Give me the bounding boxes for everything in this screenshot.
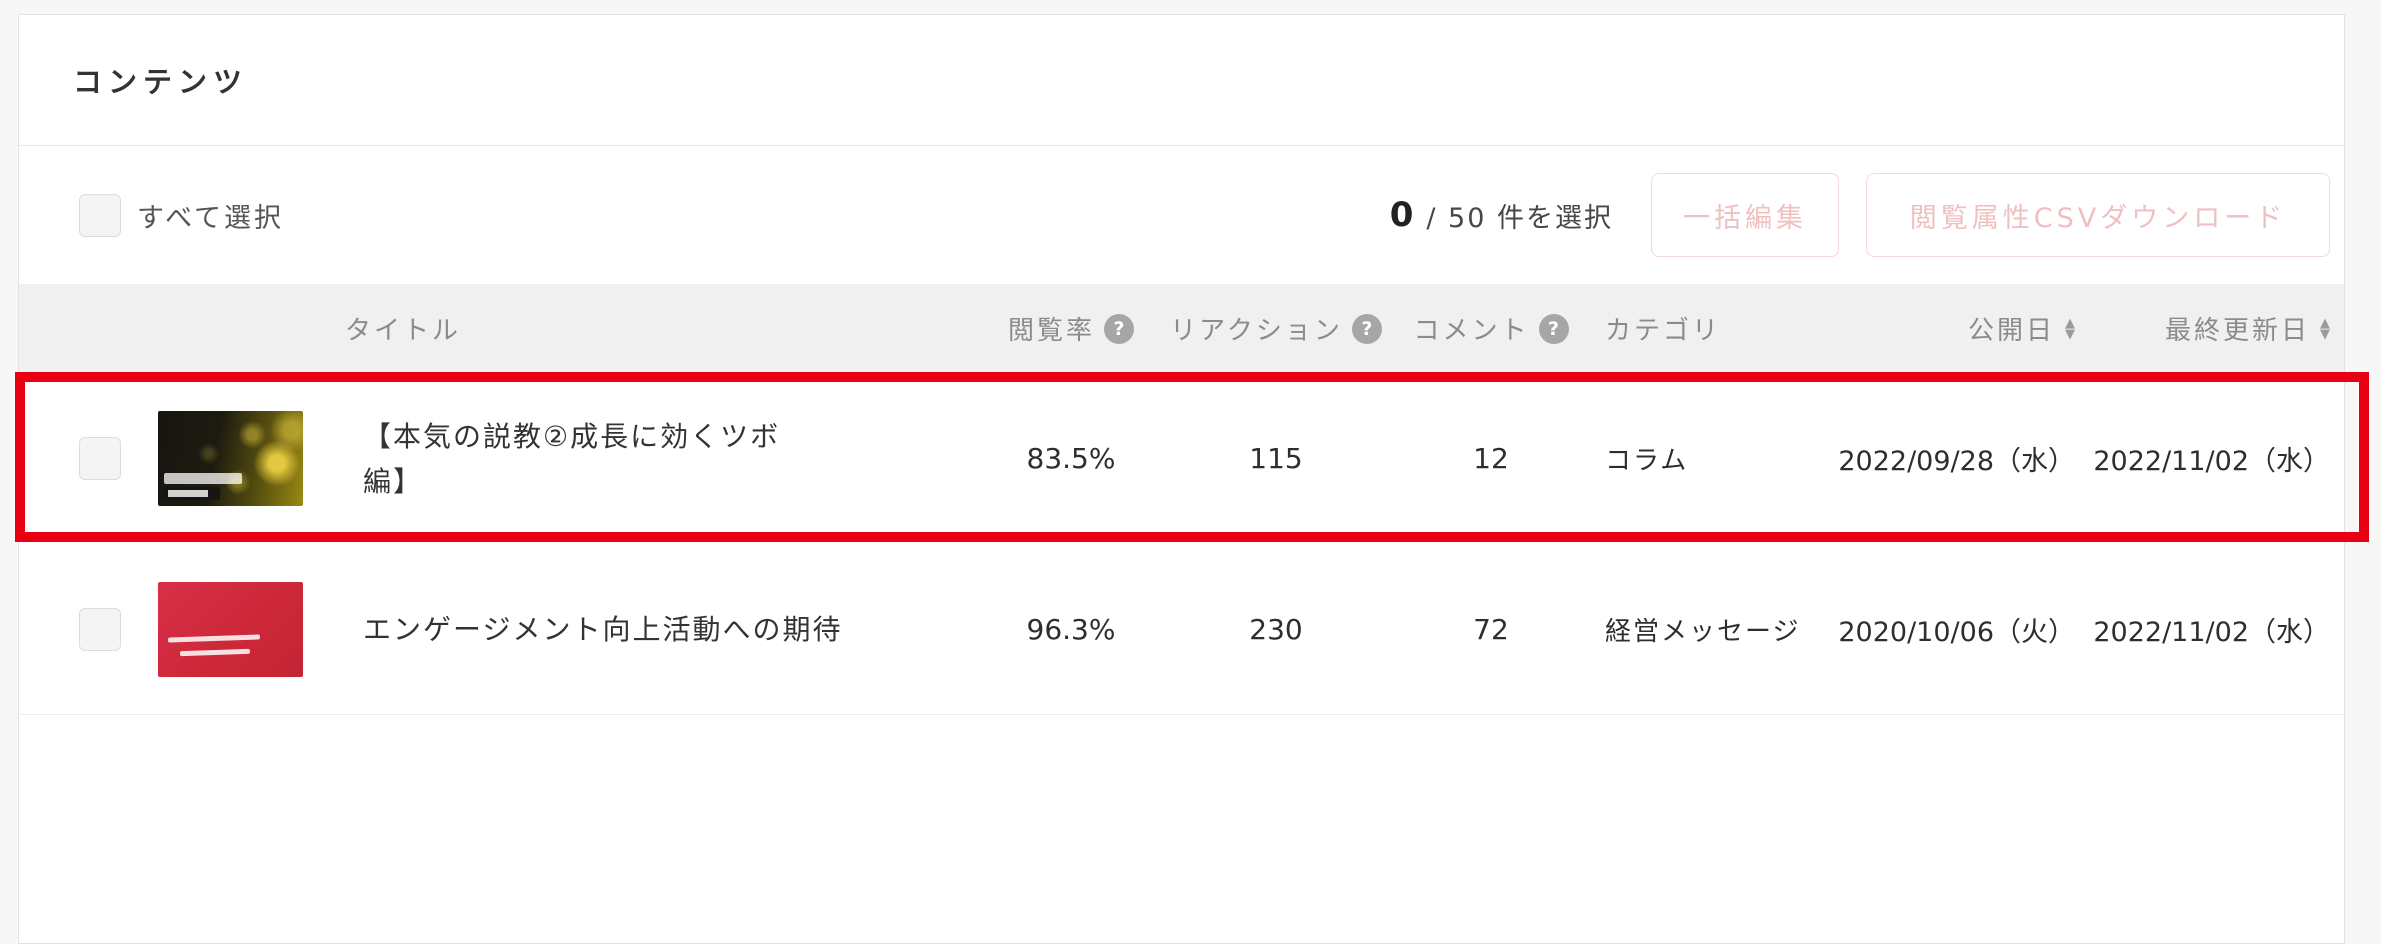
row-category-cell: コラム: [1581, 373, 1821, 544]
column-header-published[interactable]: 公開日 ▲ ▼: [1821, 284, 2091, 373]
column-label: 公開日: [1967, 316, 2055, 346]
row-published-cell: 2022/09/28（水）: [1821, 373, 2091, 544]
row-reactions-cell: 230: [1151, 544, 1401, 714]
sort-desc-icon[interactable]: ▼: [2065, 326, 2075, 342]
header-thumb-spacer: [158, 284, 303, 373]
column-header-category: カテゴリ: [1581, 284, 1821, 373]
column-label: カテゴリ: [1605, 316, 1722, 346]
sort-asc-icon[interactable]: ▲: [2065, 315, 2075, 331]
thumbnail-overlay-text: [179, 648, 251, 656]
video-thumbnail-dark-gold-bokeh[interactable]: [158, 411, 303, 506]
row-checkbox-cell: [19, 544, 158, 714]
bulk-edit-button[interactable]: 一括編集: [1651, 173, 1839, 257]
updated-date-value: 2022/11/02（水）: [2093, 616, 2330, 648]
selected-total-label: / 50 件を選択: [1426, 202, 1613, 234]
row-updated-cell: 2022/11/02（水）: [2091, 373, 2344, 544]
sort-arrows-icon[interactable]: ▲ ▼: [2065, 315, 2075, 342]
table-header: タイトル 閲覧率 ? リアクション ? コメント ? カテゴリ 公開日 ▲ ▼ …: [19, 284, 2344, 373]
thumbnail-overlay-text: [164, 473, 242, 484]
column-header-view-rate: 閲覧率 ?: [991, 284, 1151, 373]
column-label: タイトル: [345, 316, 462, 346]
page-title: コンテンツ: [73, 65, 249, 99]
video-thumbnail-red-handwritten[interactable]: [158, 581, 303, 677]
row-checkbox[interactable]: [79, 607, 121, 651]
sort-arrows-icon[interactable]: ▲ ▼: [2320, 315, 2330, 342]
thumbnail-overlay-badge: [164, 487, 220, 500]
reactions-value: 115: [1249, 442, 1303, 475]
row-view-rate-cell: 96.3%: [991, 544, 1151, 714]
table-row[interactable]: エンゲージメント向上活動への期待 96.3% 230 72 経営メッセージ 20…: [19, 544, 2344, 715]
category-value: 経営メッセージ: [1605, 616, 1801, 647]
updated-date-value: 2022/11/02（水）: [2093, 446, 2330, 477]
published-date-value: 2022/09/28（水）: [1838, 446, 2075, 477]
row-comments-cell: 72: [1401, 544, 1581, 714]
help-icon[interactable]: ?: [1351, 313, 1382, 344]
row-view-rate-cell: 83.5%: [991, 373, 1151, 544]
sort-asc-icon[interactable]: ▲: [2320, 315, 2330, 331]
column-header-updated[interactable]: 最終更新日 ▲ ▼: [2091, 284, 2344, 373]
content-title-link[interactable]: エンゲージメント向上活動への期待: [363, 612, 843, 646]
row-updated-cell: 2022/11/02（水）: [2091, 544, 2344, 714]
comments-value: 12: [1473, 442, 1509, 475]
row-thumbnail-cell: [158, 544, 303, 714]
column-label: 閲覧率: [1007, 316, 1095, 346]
column-label: 最終更新日: [2164, 316, 2310, 346]
thumbnail-overlay-text: [167, 633, 261, 643]
row-comments-cell: 12: [1401, 373, 1581, 544]
panel-header: コンテンツ: [19, 15, 2344, 146]
category-value: コラム: [1605, 446, 1689, 476]
published-date-value: 2020/10/06（火）: [1838, 616, 2075, 648]
row-title-cell: エンゲージメント向上活動への期待: [303, 544, 991, 714]
row-checkbox[interactable]: [79, 437, 121, 480]
row-category-cell: 経営メッセージ: [1581, 544, 1821, 714]
row-title-cell: 【本気の説教②成長に効くツボ 編】: [303, 373, 991, 544]
column-label: コメント: [1413, 316, 1530, 346]
view-rate-value: 83.5%: [1026, 442, 1116, 475]
content-panel: コンテンツ すべて選択 0 / 50 件を選択 一括編集 閲覧属性CSVダウンロ…: [18, 14, 2345, 944]
table-row[interactable]: 【本気の説教②成長に効くツボ 編】 83.5% 115 12 コラム 2022/…: [19, 373, 2344, 544]
help-icon[interactable]: ?: [1104, 313, 1134, 344]
csv-download-button[interactable]: 閲覧属性CSVダウンロード: [1866, 173, 2330, 257]
row-thumbnail-cell: [158, 373, 303, 544]
row-published-cell: 2020/10/06（火）: [1821, 544, 2091, 714]
view-rate-value: 96.3%: [1026, 612, 1116, 646]
sort-desc-icon[interactable]: ▼: [2320, 326, 2330, 342]
reactions-value: 230: [1249, 612, 1303, 646]
header-checkbox-spacer: [19, 284, 158, 373]
column-label: リアクション: [1170, 316, 1343, 346]
content-title-link[interactable]: 【本気の説教②成長に効くツボ 編】: [363, 419, 781, 498]
select-all-checkbox[interactable]: [79, 193, 121, 237]
selected-count: 0: [1389, 195, 1414, 235]
column-header-reactions: リアクション ?: [1151, 284, 1401, 373]
column-header-title: タイトル: [303, 284, 991, 373]
row-reactions-cell: 115: [1151, 373, 1401, 544]
select-all-label: すべて選択: [137, 202, 285, 234]
column-header-comments: コメント ?: [1401, 284, 1581, 373]
comments-value: 72: [1473, 612, 1509, 646]
selection-bar: すべて選択 0 / 50 件を選択 一括編集 閲覧属性CSVダウンロード: [19, 146, 2344, 284]
row-checkbox-cell: [19, 373, 158, 544]
help-icon[interactable]: ?: [1538, 313, 1569, 344]
